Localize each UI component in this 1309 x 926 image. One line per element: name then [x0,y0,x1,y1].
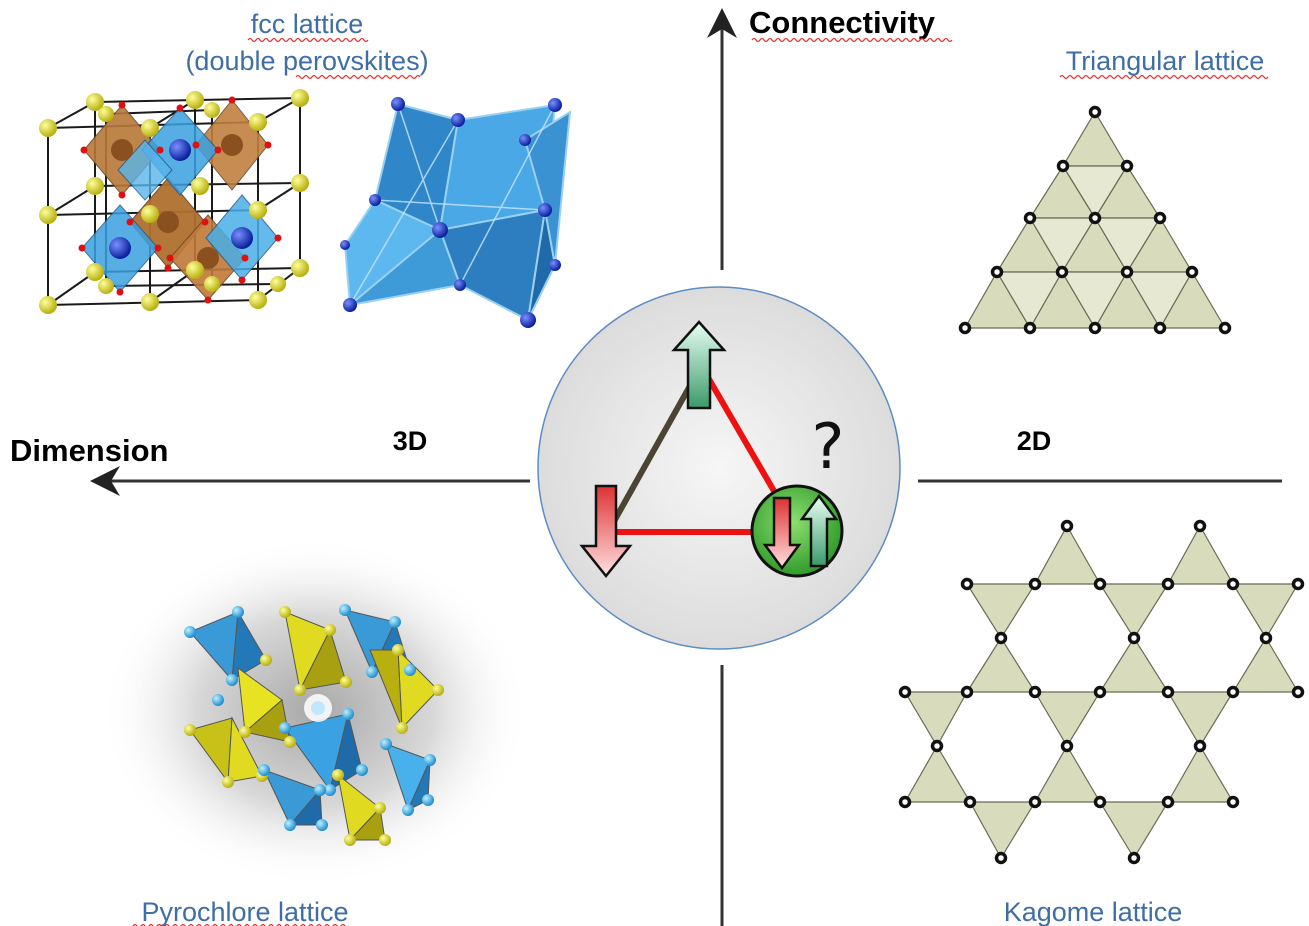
dimension-2d-label: 2D [1017,426,1052,456]
dimension-3d-label: 3D [393,426,428,456]
pyrochlore-lattice-image [100,537,530,887]
fcc-lattice-subtitle: (double perovskites) [185,46,428,76]
fcc-lattice-title: fcc lattice [251,9,364,39]
fcc-lattice-cube-image [39,89,309,314]
arrow-up-green-icon [671,320,727,410]
arrow-down-red-icon [579,484,633,579]
question-mark: ? [812,410,845,483]
edge-sharing-octahedra-image [340,97,572,328]
bond-dark [605,366,703,534]
triangular-lattice-image [958,105,1232,335]
axes [90,8,1282,926]
pyrochlore-lattice-label: Pyrochlore lattice [141,897,348,926]
up-down-spin-pair-icon [750,484,844,578]
connectivity-axis-label: Connectivity [749,5,936,40]
kagome-lattice-label: Kagome lattice [1004,897,1183,926]
triangular-lattice-label: Triangular lattice [1066,46,1265,76]
kagome-lattice-image [898,519,1305,865]
dimension-axis-label: Dimension [10,433,168,468]
frustrated-triangle-circle: ? [537,286,901,650]
